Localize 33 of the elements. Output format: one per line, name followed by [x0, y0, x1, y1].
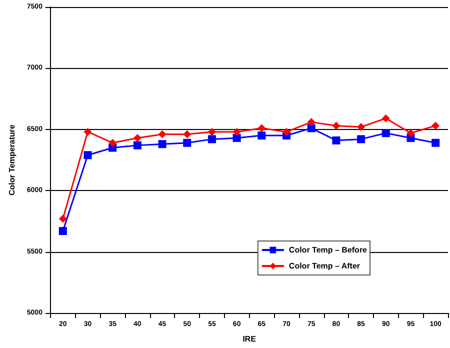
- point: [183, 138, 192, 147]
- point: [133, 141, 142, 150]
- point: [382, 114, 390, 122]
- point: [208, 128, 216, 136]
- point: [84, 128, 92, 136]
- point: [307, 118, 316, 126]
- legend-label: Color Temp – After: [288, 262, 360, 270]
- legend-label: Color Temp – Before: [288, 246, 368, 254]
- point: [232, 128, 241, 136]
- point: [84, 151, 92, 160]
- point: [58, 214, 67, 223]
- point: [133, 134, 142, 142]
- point: [258, 124, 266, 132]
- point: [158, 140, 166, 148]
- point: [108, 138, 117, 147]
- point: [232, 134, 241, 142]
- point: [183, 130, 192, 138]
- point: [332, 122, 340, 130]
- point: [282, 128, 291, 136]
- point: [307, 124, 316, 132]
- y-axis-title: Color Temperature: [8, 124, 16, 196]
- point: [357, 135, 366, 144]
- point: [332, 136, 340, 144]
- x-axis-title: IRE: [242, 334, 257, 344]
- point: [432, 122, 440, 130]
- point: [58, 226, 67, 235]
- point: [382, 129, 390, 138]
- point: [357, 122, 366, 131]
- point: [406, 129, 415, 138]
- point: [208, 135, 216, 144]
- point: [432, 138, 440, 147]
- point: [258, 132, 266, 140]
- point: [158, 130, 166, 138]
